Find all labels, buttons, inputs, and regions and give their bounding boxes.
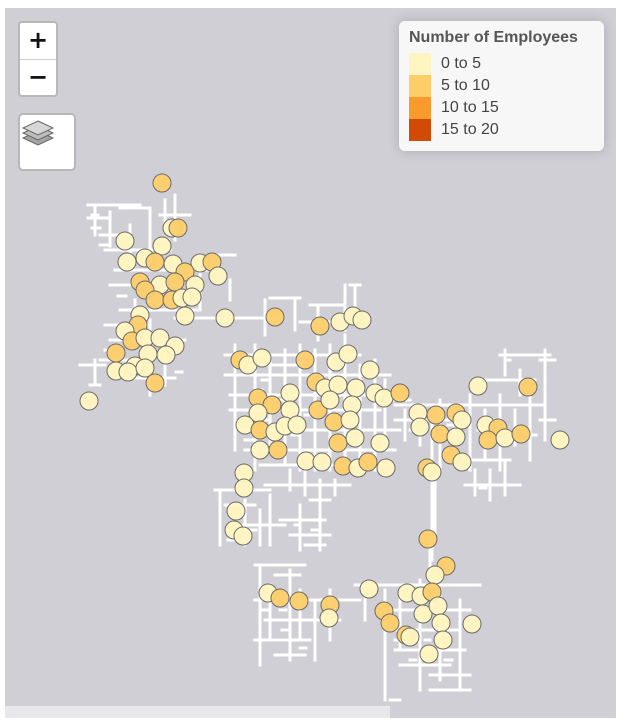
employee-marker[interactable]	[446, 427, 466, 447]
map-canvas[interactable]	[5, 8, 616, 718]
employee-marker[interactable]	[374, 388, 394, 408]
employee-marker[interactable]	[410, 417, 430, 437]
legend-swatch	[409, 119, 431, 141]
layers-icon	[21, 120, 55, 146]
employee-marker[interactable]	[106, 343, 126, 363]
employee-markers[interactable]	[79, 173, 570, 664]
employee-marker[interactable]	[413, 604, 433, 624]
zoom-in-button[interactable]: +	[20, 23, 56, 60]
employee-marker[interactable]	[233, 526, 253, 546]
zoom-out-button[interactable]: −	[27, 63, 49, 91]
employee-marker[interactable]	[352, 310, 372, 330]
employee-marker[interactable]	[425, 565, 445, 585]
legend-label: 15 to 20	[441, 121, 499, 138]
employee-marker[interactable]	[265, 307, 285, 327]
employee-marker[interactable]	[118, 362, 138, 382]
employee-marker[interactable]	[320, 390, 340, 410]
employee-marker[interactable]	[359, 579, 379, 599]
legend-swatch	[409, 53, 431, 75]
employee-marker[interactable]	[152, 173, 172, 193]
employee-marker[interactable]	[324, 412, 344, 432]
employee-marker[interactable]	[270, 588, 290, 608]
employee-marker[interactable]	[418, 529, 438, 549]
employee-marker[interactable]	[511, 424, 531, 444]
employee-marker[interactable]	[426, 405, 446, 425]
employee-marker[interactable]	[452, 410, 472, 430]
employee-marker[interactable]	[422, 462, 442, 482]
employee-marker[interactable]	[462, 614, 482, 634]
employee-marker[interactable]	[135, 358, 155, 378]
employee-marker[interactable]	[182, 287, 202, 307]
employee-marker[interactable]	[296, 451, 316, 471]
employee-marker[interactable]	[152, 236, 172, 256]
legend: Number of Employees 0 to 5 5 to 10 10 to…	[399, 21, 604, 151]
legend-label: 10 to 15	[441, 99, 499, 116]
employee-marker[interactable]	[289, 591, 309, 611]
employee-marker[interactable]	[150, 328, 170, 348]
employee-marker[interactable]	[518, 377, 538, 397]
employee-marker[interactable]	[452, 452, 472, 472]
employee-marker[interactable]	[117, 252, 137, 272]
employee-marker[interactable]	[280, 383, 300, 403]
employee-marker[interactable]	[208, 266, 228, 286]
employee-marker[interactable]	[431, 613, 451, 633]
employee-marker[interactable]	[295, 350, 315, 370]
employee-marker[interactable]	[419, 644, 439, 664]
employee-marker[interactable]	[360, 360, 380, 380]
employee-marker[interactable]	[226, 501, 246, 521]
legend-item: 15 to 20	[409, 119, 594, 141]
employee-marker[interactable]	[428, 596, 448, 616]
employee-marker[interactable]	[156, 345, 176, 365]
employee-marker[interactable]	[175, 306, 195, 326]
employee-marker[interactable]	[328, 433, 348, 453]
employee-marker[interactable]	[115, 231, 135, 251]
employee-marker[interactable]	[380, 613, 400, 633]
employee-marker[interactable]	[168, 218, 188, 238]
employee-marker[interactable]	[358, 452, 378, 472]
legend-label: 5 to 10	[441, 77, 490, 94]
employee-marker[interactable]	[370, 433, 390, 453]
zoom-control: + −	[18, 21, 58, 97]
employee-marker[interactable]	[145, 252, 165, 272]
map-area[interactable]: + − Number of Employees 0 to 5 5 to 10 1…	[5, 8, 616, 718]
legend-item: 10 to 15	[409, 97, 594, 119]
employee-marker[interactable]	[346, 378, 366, 398]
employee-marker[interactable]	[79, 391, 99, 411]
employee-marker[interactable]	[215, 308, 235, 328]
employee-marker[interactable]	[165, 272, 185, 292]
employee-marker[interactable]	[312, 452, 332, 472]
legend-item: 0 to 5	[409, 53, 594, 75]
legend-title: Number of Employees	[409, 29, 578, 46]
legend-label: 0 to 5	[441, 55, 482, 72]
legend-swatch	[409, 97, 431, 119]
employee-marker[interactable]	[468, 376, 488, 396]
employee-marker[interactable]	[345, 428, 365, 448]
layers-button[interactable]	[18, 113, 76, 171]
employee-marker[interactable]	[390, 383, 410, 403]
employee-marker[interactable]	[338, 344, 358, 364]
employee-marker[interactable]	[319, 608, 339, 628]
employee-marker[interactable]	[287, 415, 307, 435]
employee-marker[interactable]	[234, 478, 254, 498]
legend-item: 5 to 10	[409, 75, 594, 97]
employee-marker[interactable]	[430, 424, 450, 444]
employee-marker[interactable]	[495, 428, 515, 448]
employee-marker[interactable]	[268, 440, 288, 460]
employee-marker[interactable]	[340, 410, 360, 430]
legend-swatch	[409, 75, 431, 97]
employee-marker[interactable]	[252, 348, 272, 368]
employee-marker[interactable]	[550, 430, 570, 450]
employee-marker[interactable]	[433, 630, 453, 650]
employee-marker[interactable]	[145, 373, 165, 393]
employee-marker[interactable]	[310, 316, 330, 336]
employee-marker[interactable]	[376, 458, 396, 478]
attribution-bar	[5, 706, 390, 718]
employee-marker[interactable]	[145, 290, 165, 310]
employee-marker[interactable]	[250, 440, 270, 460]
employee-marker[interactable]	[478, 430, 498, 450]
employee-marker[interactable]	[400, 627, 420, 647]
